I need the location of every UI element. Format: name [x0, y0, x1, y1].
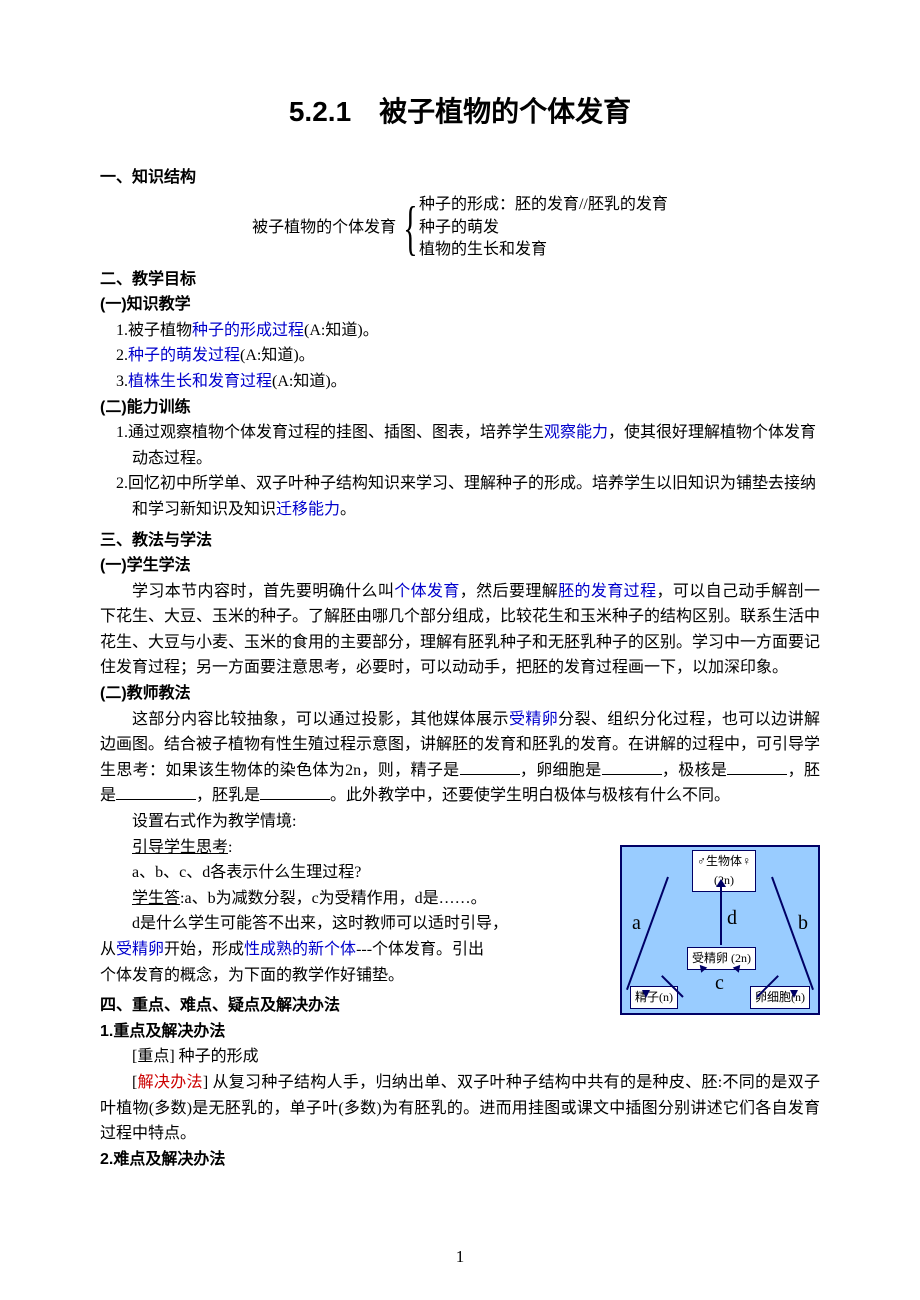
blank-sperm — [460, 759, 520, 775]
label-b: b — [798, 907, 808, 939]
text-fragment: (A:知道)。 — [272, 373, 347, 390]
subsection-2-1: (一)知识教学 — [100, 292, 820, 318]
text-fragment: 3. — [116, 373, 128, 390]
structure-item-2: 种子的萌发 — [419, 217, 668, 239]
subsection-3-1: (一)学生学法 — [100, 553, 820, 579]
text-fragment: ，胚乳是 — [196, 787, 260, 804]
blank-endosperm — [260, 784, 330, 800]
text-fragment: 这部分内容比较抽象，可以通过投影，其他媒体展示 — [132, 711, 509, 728]
text-fragment: 从 — [100, 941, 116, 958]
biology-diagram: ♂生物体♀ (2n) 受精卵 (2n) 精子(n) 卵细胞(n) a b c d — [620, 845, 820, 1015]
text-fragment: ，卵细胞是 — [520, 762, 602, 779]
text-fragment: (A:知道)。 — [240, 347, 315, 364]
bracket-icon: { — [403, 198, 417, 258]
continuation-3: 个体发育的概念，为下面的教学作好铺垫。 — [100, 963, 600, 989]
page-number: 1 — [0, 1243, 920, 1270]
blank-egg — [602, 759, 662, 775]
link-zygote-2[interactable]: 受精卵 — [116, 941, 164, 958]
teacher-method-para: 这部分内容比较抽象，可以通过投影，其他媒体展示受精卵分裂、组织分化过程，也可以边… — [100, 707, 820, 809]
subsection-4-1: 1.重点及解决办法 — [100, 1019, 820, 1045]
link-seed-germination[interactable]: 种子的萌发过程 — [128, 347, 240, 364]
knowledge-item-1: 1.被子植物种子的形成过程(A:知道)。 — [100, 318, 820, 344]
text-fragment: ] 从复习种子结构人手，归纳出单、双子叶种子结构中共有的是种皮、胚:不同的是双子… — [100, 1074, 820, 1142]
text-fragment: 2. — [116, 347, 128, 364]
blank-polar — [727, 759, 787, 775]
text-fragment: : — [228, 839, 232, 856]
label-c: c — [715, 967, 724, 999]
link-transfer[interactable]: 迁移能力 — [276, 501, 340, 518]
text-fragment: (A:知道)。 — [304, 322, 379, 339]
link-observation[interactable]: 观察能力 — [544, 424, 608, 441]
section-3-heading: 三、教法与学法 — [100, 528, 820, 554]
solution-para: [解决办法] 从复习种子结构人手，归纳出单、双子叶种子结构中共有的是种皮、胚:不… — [100, 1070, 820, 1147]
knowledge-item-2: 2.种子的萌发过程(A:知道)。 — [100, 343, 820, 369]
text-fragment: 1.被子植物 — [116, 322, 192, 339]
link-individual-dev[interactable]: 个体发育 — [394, 583, 460, 600]
knowledge-item-3: 3.植株生长和发育过程(A:知道)。 — [100, 369, 820, 395]
link-zygote[interactable]: 受精卵 — [509, 711, 558, 728]
student-method-para: 学习本节内容时，首先要明确什么叫个体发育，然后要理解胚的发育过程，可以自己动手解… — [100, 579, 820, 681]
text-fragment: 2.回忆初中所学单、双子叶种子结构知识来学习、理解种子的形成。培养学生以旧知识为… — [116, 475, 816, 518]
ability-item-1: 1.通过观察植物个体发育过程的挂图、插图、图表，培养学生观察能力，使其很好理解植… — [100, 420, 820, 471]
text-fragment: ，然后要理解 — [460, 583, 558, 600]
structure-items: 种子的形成：胚的发育//胚乳的发育 种子的萌发 植物的生长和发育 — [419, 194, 668, 261]
label-d: d — [727, 902, 737, 934]
label-a: a — [632, 907, 641, 939]
guide-label: 引导学生思考 — [132, 839, 228, 856]
node-label: ♂生物体♀ — [697, 854, 751, 868]
arrow-a-icon — [642, 990, 650, 998]
solution-label: 解决办法 — [137, 1074, 203, 1091]
guide-line: 引导学生思考: — [100, 835, 600, 861]
text-fragment: 。 — [340, 501, 356, 518]
text-fragment: ，极核是 — [662, 762, 728, 779]
text-fragment: :a、b为减数分裂，c为受精作用，d是……。 — [180, 890, 487, 907]
focus-point: [重点] 种子的形成 — [100, 1044, 820, 1070]
link-embryo-dev[interactable]: 胚的发育过程 — [558, 583, 656, 600]
subsection-4-2: 2.难点及解决办法 — [100, 1147, 820, 1173]
question-line: a、b、c、d各表示什么生理过程? — [100, 860, 600, 886]
arrow-b-icon — [790, 990, 798, 998]
subsection-2-2: (二)能力训练 — [100, 395, 820, 421]
section-2-heading: 二、教学目标 — [100, 267, 820, 293]
link-seed-formation[interactable]: 种子的形成过程 — [192, 322, 304, 339]
structure-diagram: 被子植物的个体发育 { 种子的形成：胚的发育//胚乳的发育 种子的萌发 植物的生… — [100, 194, 820, 261]
ability-item-2: 2.回忆初中所学单、双子叶种子结构知识来学习、理解种子的形成。培养学生以旧知识为… — [100, 471, 820, 522]
answer-label: 学生答 — [132, 890, 180, 907]
text-fragment: 1.通过观察植物个体发育过程的挂图、插图、图表，培养学生 — [116, 424, 544, 441]
blank-embryo — [116, 784, 196, 800]
structure-label: 被子植物的个体发育 — [252, 215, 396, 241]
structure-item-3: 植物的生长和发育 — [419, 239, 668, 261]
answer-line: 学生答:a、b为减数分裂，c为受精作用，d是……。 — [100, 886, 600, 912]
link-plant-growth[interactable]: 植株生长和发育过程 — [128, 373, 272, 390]
subsection-3-2: (二)教师教法 — [100, 681, 820, 707]
context-line: 设置右式作为教学情境: — [100, 809, 600, 835]
structure-item-1: 种子的形成：胚的发育//胚乳的发育 — [419, 194, 668, 216]
line-d — [720, 885, 722, 945]
document-title: 5.2.1 被子植物的个体发育 — [100, 90, 820, 135]
continuation-2: 从受精卵开始，形成性成熟的新个体---个体发育。引出 — [100, 937, 600, 963]
text-fragment: 。此外教学中，还要使学生明白极体与极核有什么不同。 — [330, 787, 730, 804]
section-1-heading: 一、知识结构 — [100, 165, 820, 191]
text-fragment: 学习本节内容时，首先要明确什么叫 — [132, 583, 394, 600]
text-fragment: ---个体发育。引出 — [356, 941, 484, 958]
arrow-d-icon — [716, 879, 726, 887]
sperm-node: 精子(n) — [630, 986, 678, 1009]
continuation-1: d是什么学生可能答不出来，这时教师可以适时引导， — [100, 911, 600, 937]
text-fragment: 开始，形成 — [164, 941, 244, 958]
link-mature[interactable]: 性成熟的新个体 — [244, 941, 356, 958]
egg-node: 卵细胞(n) — [750, 986, 810, 1009]
